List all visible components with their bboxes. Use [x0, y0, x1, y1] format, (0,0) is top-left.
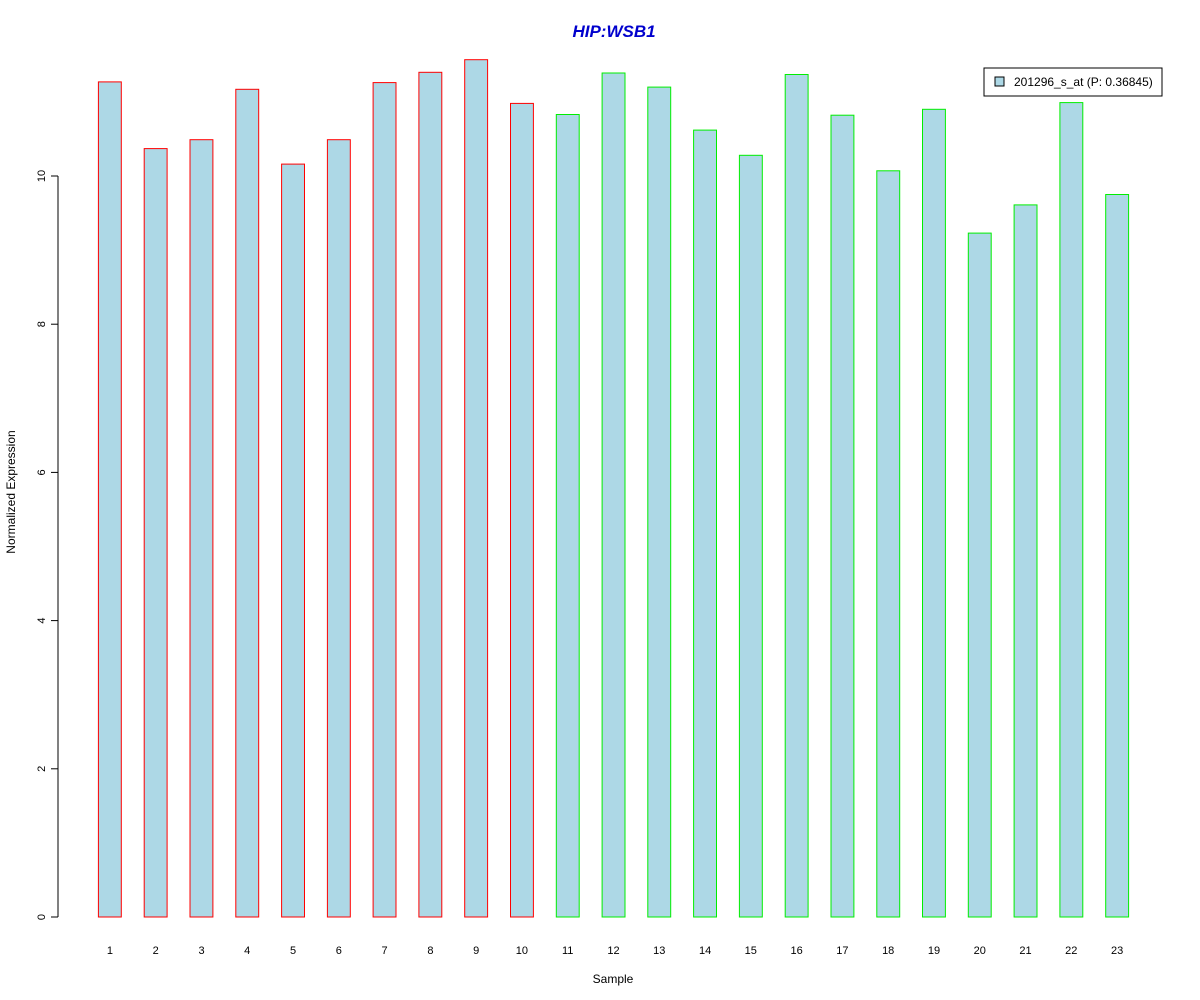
x-axis-label: Sample	[593, 972, 634, 986]
bar-sample-20	[967, 232, 992, 918]
bar-sample-13	[647, 86, 672, 918]
y-axis-label: Normalized Expression	[4, 430, 18, 553]
x-tick-label: 9	[473, 945, 479, 957]
bar-sample-6	[326, 139, 351, 918]
bar-sample-7	[372, 82, 397, 918]
bar-sample-10	[510, 102, 534, 918]
bar-sample-4	[235, 88, 260, 918]
bar-sample-5	[281, 163, 306, 918]
bar-sample-2	[143, 148, 168, 918]
x-tick-label: 6	[336, 945, 342, 957]
x-tick-label: 17	[836, 945, 848, 957]
chart-title: HIP:WSB1	[572, 22, 655, 41]
x-tick-label: 23	[1111, 945, 1123, 957]
x-tick-label: 7	[382, 945, 388, 957]
x-tick-label: 22	[1065, 945, 1077, 957]
bar-sample-22	[1059, 102, 1084, 918]
x-tick-label: 20	[974, 945, 986, 957]
x-tick-label: 11	[562, 945, 573, 957]
x-tick-label: 10	[516, 945, 528, 957]
legend: 201296_s_at (P: 0.36845)	[983, 67, 1163, 97]
y-tick-label: 8	[36, 321, 48, 327]
bar-sample-16	[784, 74, 809, 918]
bar-sample-19	[922, 108, 946, 918]
bar-sample-21	[1013, 204, 1038, 918]
x-tick-label: 8	[427, 945, 433, 957]
y-tick-label: 4	[36, 618, 48, 624]
bar-sample-3	[189, 139, 214, 918]
bar-sample-11	[555, 114, 580, 918]
x-tick-label: 3	[198, 945, 204, 957]
y-tick-label: 10	[36, 170, 48, 182]
x-tick-label: 12	[607, 945, 619, 957]
x-tick-label: 13	[653, 945, 665, 957]
x-tick-label: 16	[790, 945, 802, 957]
x-tick-label: 21	[1019, 945, 1031, 957]
legend-swatch	[994, 76, 1005, 87]
x-tick-labels: 1 2 3 4 5 6 7 8 9 10 11 12 13 14 15 16 17 18 19 20 21 22 23	[107, 945, 1123, 957]
x-tick-label: 15	[745, 945, 757, 957]
legend-label: 201296_s_at (P: 0.36845)	[1014, 75, 1153, 89]
bar-sample-18	[876, 170, 901, 918]
bar-sample-14	[693, 129, 717, 918]
x-tick-label: 5	[290, 945, 296, 957]
bar-sample-15	[738, 154, 763, 918]
x-tick-label: 19	[928, 945, 940, 957]
bar-sample-23	[1105, 194, 1130, 918]
y-tick-label: 6	[36, 469, 48, 475]
x-tick-label: 2	[153, 945, 159, 957]
y-axis: 0 2 4 6 8 10	[36, 170, 59, 920]
x-tick-label: 14	[699, 945, 711, 957]
y-tick-label: 2	[36, 766, 48, 772]
bar-sample-9	[464, 59, 489, 918]
x-tick-label: 1	[107, 945, 113, 957]
y-tick-label: 0	[36, 914, 48, 920]
bar-sample-8	[418, 71, 443, 918]
bar-sample-12	[601, 72, 626, 918]
bar-sample-1	[97, 81, 122, 918]
bar-sample-17	[830, 114, 855, 918]
bars	[97, 59, 1130, 918]
legend-box	[983, 67, 1163, 97]
x-tick-label: 18	[882, 945, 894, 957]
x-tick-label: 4	[244, 945, 250, 957]
